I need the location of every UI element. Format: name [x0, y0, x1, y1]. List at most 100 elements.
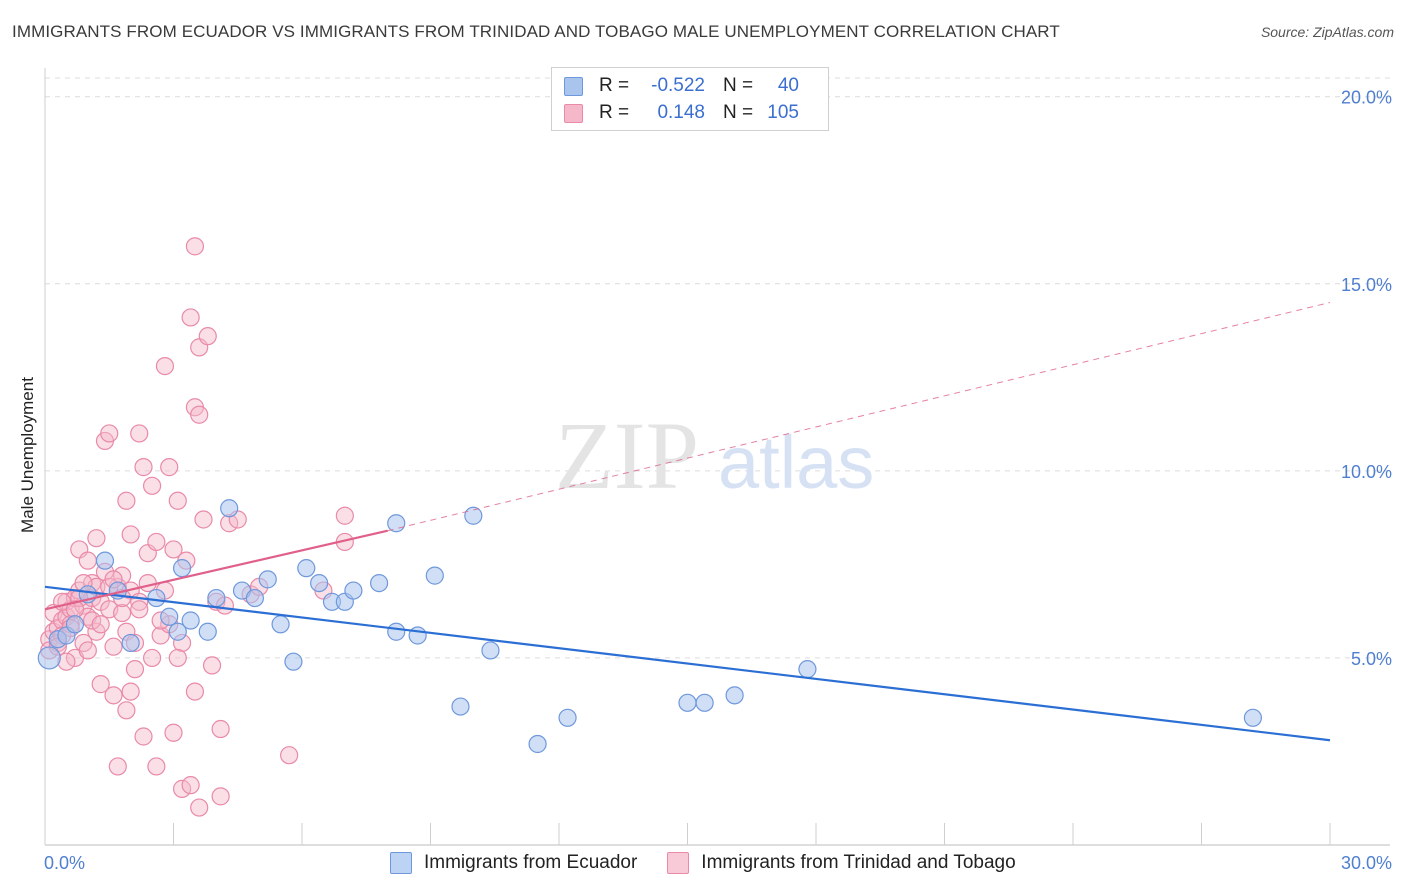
point-ecuador [181, 611, 200, 630]
trend-line-trinidad [44, 529, 388, 611]
watermark: ZIP atlas [555, 402, 874, 509]
legend-r-label: R = [599, 102, 630, 123]
point-ecuador [725, 686, 744, 705]
legend-label-ecuador: Immigrants from Ecuador [424, 852, 638, 873]
point-trinidad [138, 573, 157, 593]
y-tick-label: 10.0% [1341, 462, 1392, 482]
point-ecuador [464, 506, 483, 525]
point-trinidad [91, 615, 110, 634]
point-ecuador [481, 641, 500, 660]
legend-swatch-ecuador [564, 76, 583, 96]
point-trinidad [112, 603, 132, 623]
point-trinidad [121, 525, 140, 544]
point-trinidad [134, 458, 153, 477]
point-ecuador [258, 570, 277, 589]
point-trinidad [155, 356, 175, 376]
legend-swatch-trinidad [564, 103, 583, 123]
point-trinidad [164, 540, 183, 559]
point-trinidad [130, 600, 149, 619]
grid-lines [45, 77, 1390, 659]
point-trinidad [108, 757, 127, 776]
point-trinidad [147, 757, 166, 776]
point-trinidad [78, 551, 97, 570]
point-trinidad [280, 746, 299, 765]
point-ecuador [220, 499, 239, 518]
point-trinidad [181, 308, 200, 327]
point-trinidad [104, 637, 123, 656]
point-ecuador [387, 514, 406, 533]
legend-row-ecuador: R = -0.522 N = 40 [564, 74, 799, 98]
point-ecuador [370, 573, 389, 593]
point-ecuador [310, 573, 329, 593]
series-trinidad-points [40, 237, 354, 817]
point-trinidad [194, 510, 213, 529]
legend-item-ecuador: Immigrants from Ecuador [390, 852, 637, 874]
point-ecuador [245, 588, 264, 608]
point-trinidad [117, 701, 136, 720]
legend-r-value: 0.148 [657, 102, 705, 123]
point-ecuador [451, 697, 470, 716]
axes [44, 68, 1390, 846]
point-trinidad [125, 660, 145, 679]
point-ecuador [798, 660, 817, 679]
point-ecuador [695, 693, 714, 712]
point-trinidad [100, 424, 119, 443]
point-trinidad [198, 327, 217, 346]
point-ecuador [1243, 708, 1263, 727]
legend-n-value: 40 [777, 75, 799, 96]
point-ecuador [344, 581, 363, 600]
point-trinidad [121, 682, 140, 701]
trend-line-ecuador [44, 585, 1331, 742]
series-legend: Immigrants from Ecuador Immigrants from … [390, 852, 1046, 874]
trend-line-trinidad-extension [387, 302, 1331, 532]
point-trinidad [104, 686, 123, 705]
point-trinidad [87, 529, 106, 548]
point-ecuador [387, 622, 406, 641]
x-tick-label: 30.0% [1341, 853, 1392, 873]
point-ecuador [160, 607, 179, 626]
point-ecuador [284, 652, 303, 671]
legend-label-trinidad: Immigrants from Trinidad and Tobago [701, 852, 1016, 873]
point-trinidad [147, 532, 166, 552]
point-ecuador [678, 693, 697, 712]
point-trinidad [181, 776, 200, 795]
source-label: Source: ZipAtlas.com [1260, 24, 1394, 40]
point-trinidad [168, 648, 187, 668]
point-ecuador [271, 615, 290, 634]
point-ecuador [425, 566, 444, 585]
tick-labels: 5.0% 10.0% 15.0% 20.0% 0.0% 30.0% [44, 88, 1392, 873]
point-ecuador [207, 588, 226, 608]
series-ecuador-points [37, 499, 1263, 754]
legend-n-label: N = [723, 75, 754, 96]
x-tick-label: 0.0% [44, 853, 85, 873]
point-trinidad [160, 458, 179, 477]
point-trinidad [78, 641, 97, 660]
point-trinidad [202, 656, 222, 675]
point-ecuador [95, 551, 115, 570]
point-trinidad [142, 648, 162, 668]
point-trinidad [130, 424, 149, 443]
point-ecuador [172, 559, 192, 578]
y-tick-label: 20.0% [1341, 88, 1392, 108]
point-trinidad [168, 491, 187, 510]
point-ecuador [65, 615, 85, 634]
legend-r-label: R = [599, 75, 630, 96]
point-trinidad [211, 787, 230, 806]
point-ecuador [37, 646, 61, 670]
watermark-atlas: atlas [718, 421, 874, 504]
point-trinidad [134, 727, 153, 746]
point-trinidad [211, 719, 230, 739]
legend-item-trinidad: Immigrants from Trinidad and Tobago [667, 852, 1016, 874]
point-trinidad [164, 723, 183, 742]
point-trinidad [91, 675, 110, 694]
legend-n-label: N = [723, 102, 754, 123]
point-trinidad [185, 682, 205, 701]
point-ecuador [121, 633, 140, 653]
point-ecuador [528, 734, 547, 754]
legend-swatch-ecuador [390, 852, 412, 874]
point-trinidad [335, 506, 354, 525]
legend-r-value: -0.522 [651, 75, 705, 96]
point-trinidad [117, 491, 136, 510]
y-tick-label: 5.0% [1351, 649, 1392, 669]
point-ecuador [198, 622, 217, 641]
